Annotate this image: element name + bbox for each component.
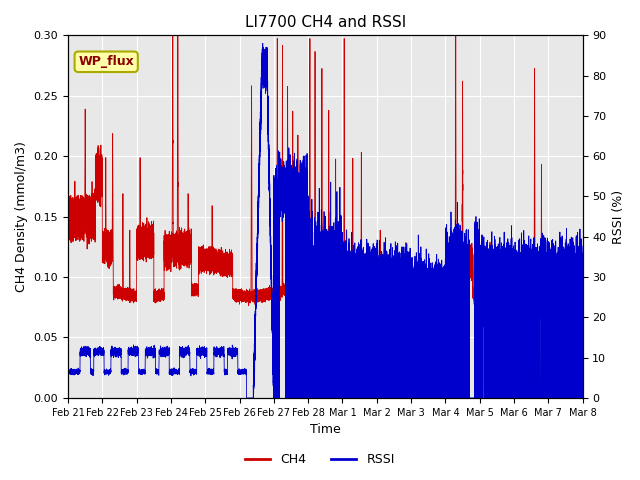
Line: CH4: CH4	[68, 36, 582, 321]
Line: RSSI: RSSI	[68, 43, 582, 398]
RSSI	[374, 282, 381, 288]
CH4	[282, 292, 289, 298]
RSSI	[443, 256, 451, 262]
RSSI	[259, 40, 267, 46]
RSSI	[98, 350, 106, 356]
Y-axis label: CH4 Density (mmol/m3): CH4 Density (mmol/m3)	[15, 141, 28, 292]
RSSI	[579, 285, 586, 291]
CH4	[579, 295, 586, 300]
CH4	[374, 288, 381, 293]
Title: LI7700 CH4 and RSSI: LI7700 CH4 and RSSI	[244, 15, 406, 30]
CH4	[64, 318, 72, 324]
RSSI	[79, 348, 87, 354]
RSSI	[64, 382, 72, 388]
CH4	[98, 187, 106, 193]
CH4	[79, 215, 87, 220]
X-axis label: Time: Time	[310, 423, 340, 436]
CH4	[334, 293, 342, 299]
CH4	[443, 269, 451, 275]
Y-axis label: RSSI (%): RSSI (%)	[612, 190, 625, 244]
Legend: CH4, RSSI: CH4, RSSI	[240, 448, 400, 471]
CH4	[169, 33, 177, 38]
RSSI	[282, 180, 289, 186]
Text: WP_flux: WP_flux	[78, 55, 134, 68]
RSSI	[334, 395, 342, 401]
RSSI	[243, 395, 250, 401]
